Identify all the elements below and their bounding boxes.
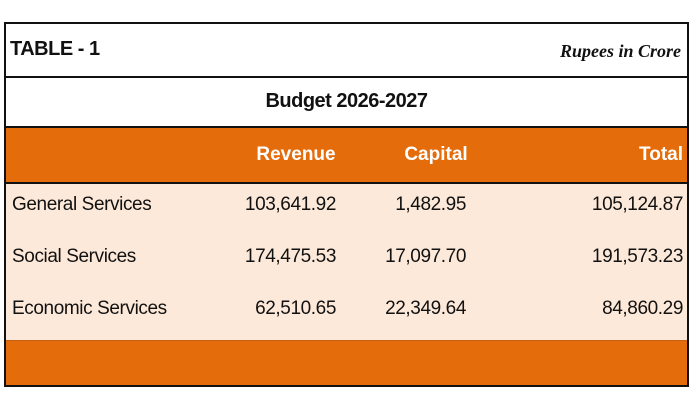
table-row: General Services 103,641.92 1,482.95 105… <box>6 194 687 224</box>
table-row: Social Services 174,475.53 17,097.70 191… <box>6 246 687 276</box>
cell-total: 105,124.87 <box>591 194 683 215</box>
budget-table: TABLE - 1 Rupees in Crore Budget 2026-20… <box>4 22 689 387</box>
header-total: Total <box>639 144 683 165</box>
table-subtitle: Budget 2026-2027 <box>265 90 428 112</box>
table-title-row: TABLE - 1 Rupees in Crore <box>6 24 687 78</box>
table-subtitle-row: Budget 2026-2027 <box>6 78 687 128</box>
cell-capital: 22,349.64 <box>385 298 466 319</box>
table-body: General Services 103,641.92 1,482.95 105… <box>6 182 687 340</box>
table-footer-band <box>6 340 687 385</box>
table-header-row: Revenue Capital Total <box>6 128 687 182</box>
cell-capital: 17,097.70 <box>385 246 466 267</box>
header-revenue: Revenue <box>256 144 336 165</box>
cell-capital: 1,482.95 <box>395 194 466 215</box>
header-capital: Capital <box>404 144 468 165</box>
cell-revenue: 174,475.53 <box>244 246 336 267</box>
row-label: Economic Services <box>12 298 167 319</box>
row-label: General Services <box>12 194 152 215</box>
table-title: TABLE - 1 <box>10 38 100 60</box>
cell-revenue: 62,510.65 <box>255 298 336 319</box>
cell-total: 191,573.23 <box>591 246 683 267</box>
cell-total: 84,860.29 <box>602 298 683 319</box>
currency-unit: Rupees in Crore <box>559 41 681 61</box>
row-label: Social Services <box>12 246 136 267</box>
cell-revenue: 103,641.92 <box>244 194 336 215</box>
table-row: Economic Services 62,510.65 22,349.64 84… <box>6 298 687 328</box>
